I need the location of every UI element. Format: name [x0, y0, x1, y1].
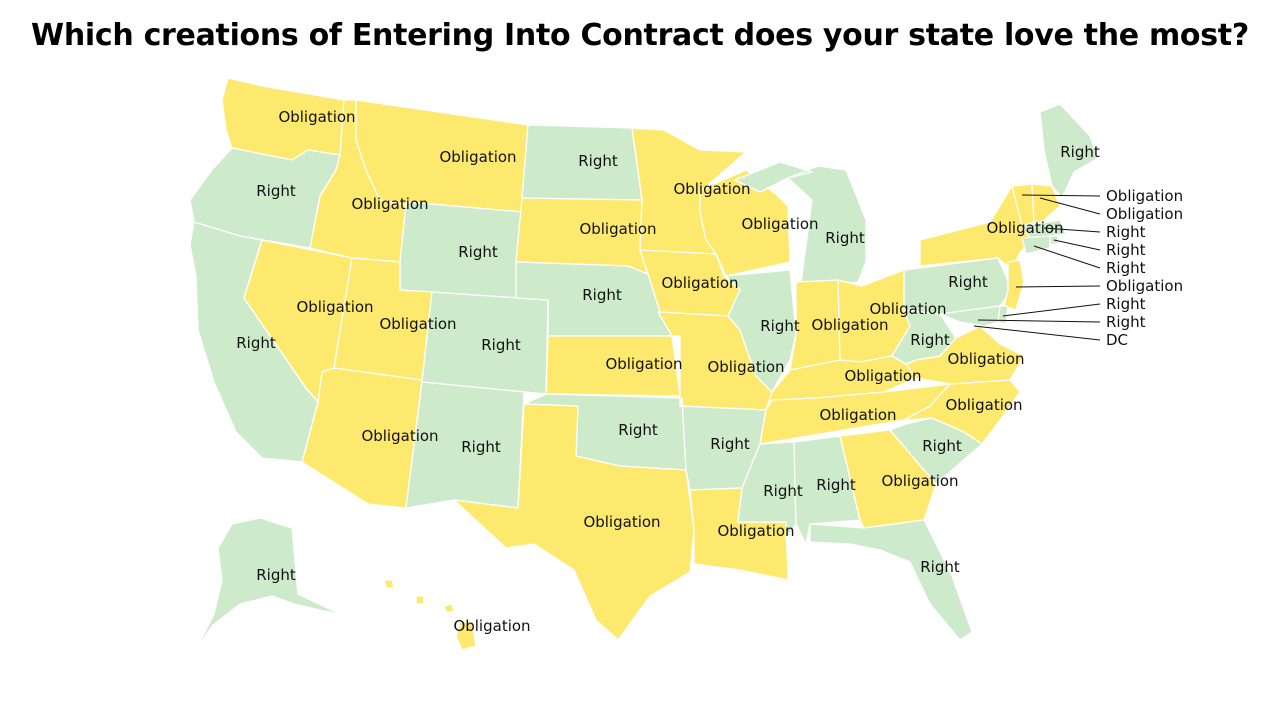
state-ct: [1021, 235, 1051, 255]
state-label-sd: Obligation: [579, 220, 656, 238]
state-il: [725, 269, 797, 393]
state-label-ar: Right: [710, 435, 750, 453]
state-label-ne: Right: [582, 286, 622, 304]
state-label-fl: Right: [920, 558, 960, 576]
callout-label-ct: Right: [1106, 259, 1146, 277]
state-label-al: Right: [816, 476, 856, 494]
state-label-sc: Right: [922, 437, 962, 455]
callout-label-ma: Right: [1106, 223, 1146, 241]
states-layer: [189, 77, 1099, 651]
state-hi: [383, 579, 477, 651]
state-label-or: Right: [256, 182, 296, 200]
state-label-me: Right: [1060, 143, 1100, 161]
state-label-ak: Right: [256, 566, 296, 584]
state-ak: [195, 517, 341, 651]
state-label-ga: Obligation: [881, 472, 958, 490]
callout-line-nh: [1039, 197, 1101, 215]
state-label-wa: Obligation: [278, 108, 355, 126]
state-label-wv: Right: [910, 331, 950, 349]
state-label-id: Obligation: [351, 195, 428, 213]
state-label-ok: Right: [618, 421, 658, 439]
state-label-mi: Right: [825, 229, 865, 247]
state-ky: [765, 355, 917, 411]
state-label-tx: Obligation: [583, 513, 660, 531]
state-label-mt: Obligation: [439, 148, 516, 166]
callout-label-de: Right: [1106, 295, 1146, 313]
callout-label-nh: Obligation: [1106, 205, 1183, 223]
state-md: [939, 305, 1001, 327]
state-label-ia: Obligation: [661, 274, 738, 292]
state-label-nc: Obligation: [945, 396, 1022, 414]
state-label-tn: Obligation: [819, 406, 896, 424]
state-label-la: Obligation: [717, 522, 794, 540]
state-label-va: Obligation: [947, 350, 1024, 368]
callout-line-vt: [1021, 194, 1101, 197]
callout-label-nj: Obligation: [1106, 277, 1183, 295]
callout-line-md: [977, 319, 1101, 323]
state-label-co: Right: [481, 336, 521, 354]
callout-line-dc: [973, 325, 1101, 341]
state-label-ut: Obligation: [379, 315, 456, 333]
state-label-mo: Obligation: [707, 358, 784, 376]
state-label-nd: Right: [578, 152, 618, 170]
state-ma: [1021, 219, 1067, 239]
state-fl: [809, 519, 973, 641]
state-label-hi: Obligation: [453, 617, 530, 635]
labels-layer: ObligationRightRightObligationObligation…: [236, 108, 1100, 635]
state-label-wi: Obligation: [741, 215, 818, 233]
page-title: Which creations of Entering Into Contrac…: [31, 18, 1249, 53]
state-label-in: Obligation: [811, 316, 888, 334]
state-label-ms: Right: [763, 482, 803, 500]
state-label-ca: Right: [236, 334, 276, 352]
state-wv: [891, 309, 957, 365]
state-nh: [1031, 183, 1061, 223]
callout-line-ma: [1043, 227, 1101, 233]
state-label-wy: Right: [458, 243, 498, 261]
state-label-mn: Obligation: [673, 180, 750, 198]
state-label-oh: Obligation: [869, 300, 946, 318]
callouts-layer: ObligationObligationRightRightRightOblig…: [973, 187, 1183, 349]
callout-line-de: [1002, 303, 1101, 317]
state-label-ky: Obligation: [844, 367, 921, 385]
callout-label-dc: DC: [1106, 331, 1128, 349]
callout-line-nj: [1015, 285, 1101, 288]
state-tx: [453, 403, 695, 641]
state-label-pa: Right: [948, 273, 988, 291]
state-mi: [734, 161, 867, 291]
state-label-ks: Obligation: [605, 355, 682, 373]
callout-line-ct: [1033, 245, 1101, 269]
state-label-nm: Right: [461, 438, 501, 456]
callout-label-vt: Obligation: [1106, 187, 1183, 205]
state-nj: [1003, 259, 1025, 311]
state-label-ny: Obligation: [986, 219, 1063, 237]
state-me: [1039, 103, 1099, 199]
callout-label-ri: Right: [1106, 241, 1146, 259]
state-label-nv: Obligation: [296, 298, 373, 316]
callout-label-md: Right: [1106, 313, 1146, 331]
state-nc: [903, 379, 1021, 445]
state-label-az: Obligation: [361, 427, 438, 445]
callout-line-ri: [1053, 239, 1101, 251]
state-label-il: Right: [760, 317, 800, 335]
